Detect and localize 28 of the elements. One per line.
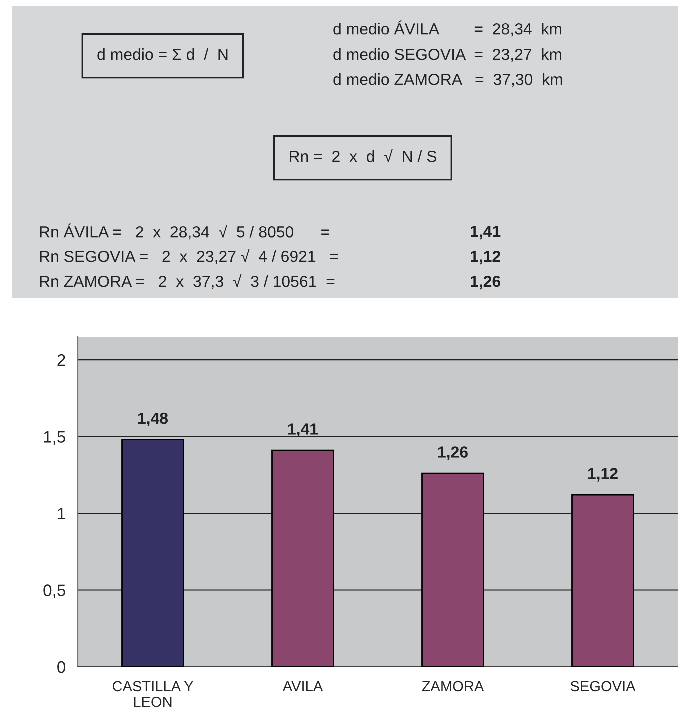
data-label: 1,12	[588, 468, 618, 482]
y-tick-label: 1,5	[44, 431, 66, 445]
text: 1,41	[471, 226, 501, 240]
bar	[422, 472, 484, 667]
data-label: 1,26	[438, 446, 468, 460]
y-tick-label: 1	[58, 508, 66, 520]
text: d medio = Σ d / N	[98, 48, 228, 60]
y-tick-label: 2	[58, 354, 66, 366]
bar	[572, 494, 634, 667]
x-tick-label: SEGOVIA	[570, 681, 636, 692]
bar	[122, 439, 184, 667]
bar	[272, 450, 334, 667]
text: d medio ZAMORA = 37,30 km	[334, 74, 562, 88]
data-label: 1,41	[288, 424, 318, 438]
x-tick-label: CASTILLA Y LEON	[112, 681, 194, 708]
x-tick-label: AVILA	[282, 681, 324, 692]
x-tick-label: ZAMORA	[422, 681, 484, 692]
text: Rn ÁVILA = 2 x 28,34 √ 5 / 8050 =	[40, 224, 330, 240]
text: Rn = 2 x d √ N / S	[290, 149, 437, 162]
text: Rn ZAMORA = 2 x 37,3 √ 3 / 10561 =	[40, 274, 335, 290]
text: Rn SEGOVIA = 2 x 23,27 √ 4 / 6921 =	[40, 249, 338, 264]
text: d medio ÁVILA = 28,34 km	[334, 20, 562, 37]
data-label: 1,48	[138, 412, 168, 426]
text: d medio SEGOVIA = 23,27 km	[334, 48, 562, 62]
text: 1,12	[471, 250, 500, 265]
y-tick-label: 0,5	[44, 584, 66, 598]
text: 1,26	[471, 276, 501, 290]
y-tick-label: 0	[58, 661, 66, 674]
